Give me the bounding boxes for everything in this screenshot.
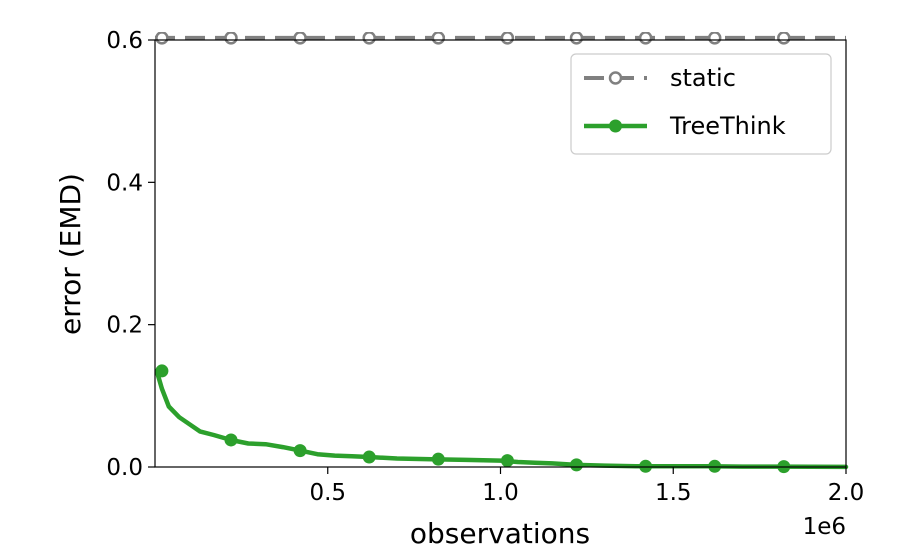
y-tick-label-1: 0.2	[106, 313, 143, 339]
series-0-point-0	[155, 32, 169, 45]
series-0-point-4	[431, 32, 446, 45]
x-tick-label-2: 1.5	[655, 480, 692, 506]
legend: static TreeThink	[570, 53, 832, 155]
series-0-point-6	[569, 32, 584, 45]
series-1-point-2	[293, 444, 307, 458]
x-axis-ticks: 0.5 1.0 1.5 2.0	[309, 467, 864, 506]
series-1-point-3	[362, 450, 376, 464]
legend-label-0: static	[670, 64, 736, 92]
series-1-point-6	[570, 458, 584, 472]
legend-items: static TreeThink	[584, 64, 786, 140]
y-axis-ticks: 0.0 0.2 0.4 0.6	[106, 28, 155, 481]
x-axis-offset-label: 1e6	[803, 514, 846, 540]
series-1-point-4	[431, 452, 445, 466]
series-0	[155, 32, 846, 45]
legend-marker-0	[608, 71, 623, 85]
x-axis-label: observations	[410, 517, 590, 550]
series-0-point-2	[293, 32, 307, 45]
legend-label-1: TreeThink	[669, 112, 786, 140]
y-axis-label: error (EMD)	[54, 173, 87, 335]
legend-marker-1	[609, 119, 622, 133]
series-line-1	[155, 368, 849, 470]
series-1-point-8	[708, 459, 722, 473]
series-0-point-1	[224, 32, 238, 45]
y-tick-label-2: 0.4	[106, 170, 143, 196]
series-0-point-3	[362, 32, 376, 45]
y-tick-label-3: 0.6	[106, 28, 143, 54]
series-0-point-7	[638, 32, 653, 45]
x-tick-label-3: 2.0	[828, 480, 865, 506]
x-tick-label-0: 0.5	[309, 480, 346, 506]
series-1-point-5	[500, 454, 514, 468]
series-layer	[155, 32, 849, 474]
x-tick-label-1: 1.0	[482, 480, 519, 506]
series-0-point-5	[500, 32, 515, 45]
y-tick-label-0: 0.0	[106, 455, 143, 481]
series-0-point-9	[777, 32, 791, 45]
series-1-point-1	[224, 433, 238, 447]
series-0-point-8	[707, 32, 722, 45]
series-1	[155, 364, 849, 474]
legend-box	[570, 53, 832, 155]
series-1-point-0	[155, 364, 169, 378]
series-1-point-7	[639, 459, 653, 473]
